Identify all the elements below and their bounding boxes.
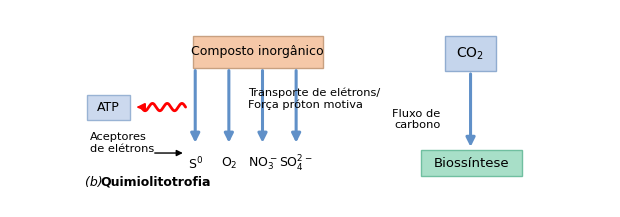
Text: NO$_3^-$: NO$_3^-$ — [248, 156, 277, 172]
Text: Composto inorgânico: Composto inorgânico — [192, 45, 324, 58]
Text: S$^0$: S$^0$ — [188, 156, 203, 172]
Text: Quimiolitotrofia: Quimiolitotrofia — [100, 176, 211, 189]
Text: CO$_2$: CO$_2$ — [456, 45, 484, 62]
FancyBboxPatch shape — [421, 150, 522, 176]
Text: ATP: ATP — [97, 100, 120, 113]
FancyBboxPatch shape — [445, 36, 495, 71]
FancyBboxPatch shape — [87, 95, 130, 120]
Text: SO$_4^{2-}$: SO$_4^{2-}$ — [280, 154, 313, 174]
Text: O$_2$: O$_2$ — [221, 156, 237, 171]
Text: (b): (b) — [85, 176, 107, 189]
Text: Transporte de elétrons/
Força próton motiva: Transporte de elétrons/ Força próton mot… — [248, 87, 380, 110]
FancyBboxPatch shape — [193, 36, 322, 68]
Text: Fluxo de
carbono: Fluxo de carbono — [392, 109, 440, 130]
Text: Biossíntese: Biossíntese — [434, 156, 509, 169]
Text: Aceptores
de elétrons: Aceptores de elétrons — [89, 132, 154, 154]
